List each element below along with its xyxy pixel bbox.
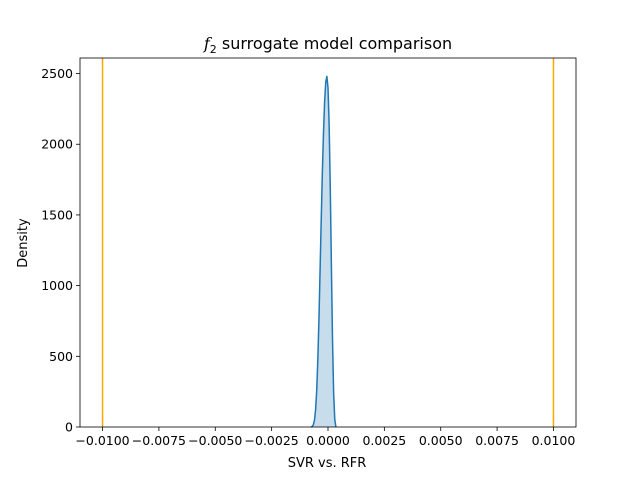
x-tick-label-3: −0.0025 xyxy=(245,433,299,448)
axes: −0.0100 −0.0075 −0.0050 −0.0025 0.0000 0.0025… xyxy=(41,57,577,448)
x-tick-label-2: −0.0050 xyxy=(188,433,242,448)
y-tick-label-3: 1500 xyxy=(41,207,73,222)
y-tick-label-2: 1000 xyxy=(41,278,73,293)
y-tick-label-4: 2000 xyxy=(41,137,73,152)
x-tick-label-7: 0.0075 xyxy=(475,433,519,448)
x-tick-label-6: 0.0050 xyxy=(419,433,463,448)
y-tick-label-0: 0 xyxy=(65,420,73,435)
chart-title: f2 surrogate model comparison xyxy=(203,34,452,56)
x-tick-label-1: −0.0075 xyxy=(132,433,186,448)
x-tick-label-0: −0.0100 xyxy=(75,433,129,448)
x-tick-label-8: 0.0100 xyxy=(532,433,576,448)
x-axis-label: SVR vs. RFR xyxy=(288,456,367,471)
y-tick-label-5: 2500 xyxy=(41,66,73,81)
x-tick-label-5: 0.0025 xyxy=(362,433,406,448)
y-tick-label-1: 500 xyxy=(49,349,73,364)
x-tick-label-4: 0.0000 xyxy=(306,433,350,448)
plot-area xyxy=(101,58,555,428)
kde-line-0 xyxy=(310,75,337,428)
y-axis-label: Density xyxy=(16,218,31,268)
